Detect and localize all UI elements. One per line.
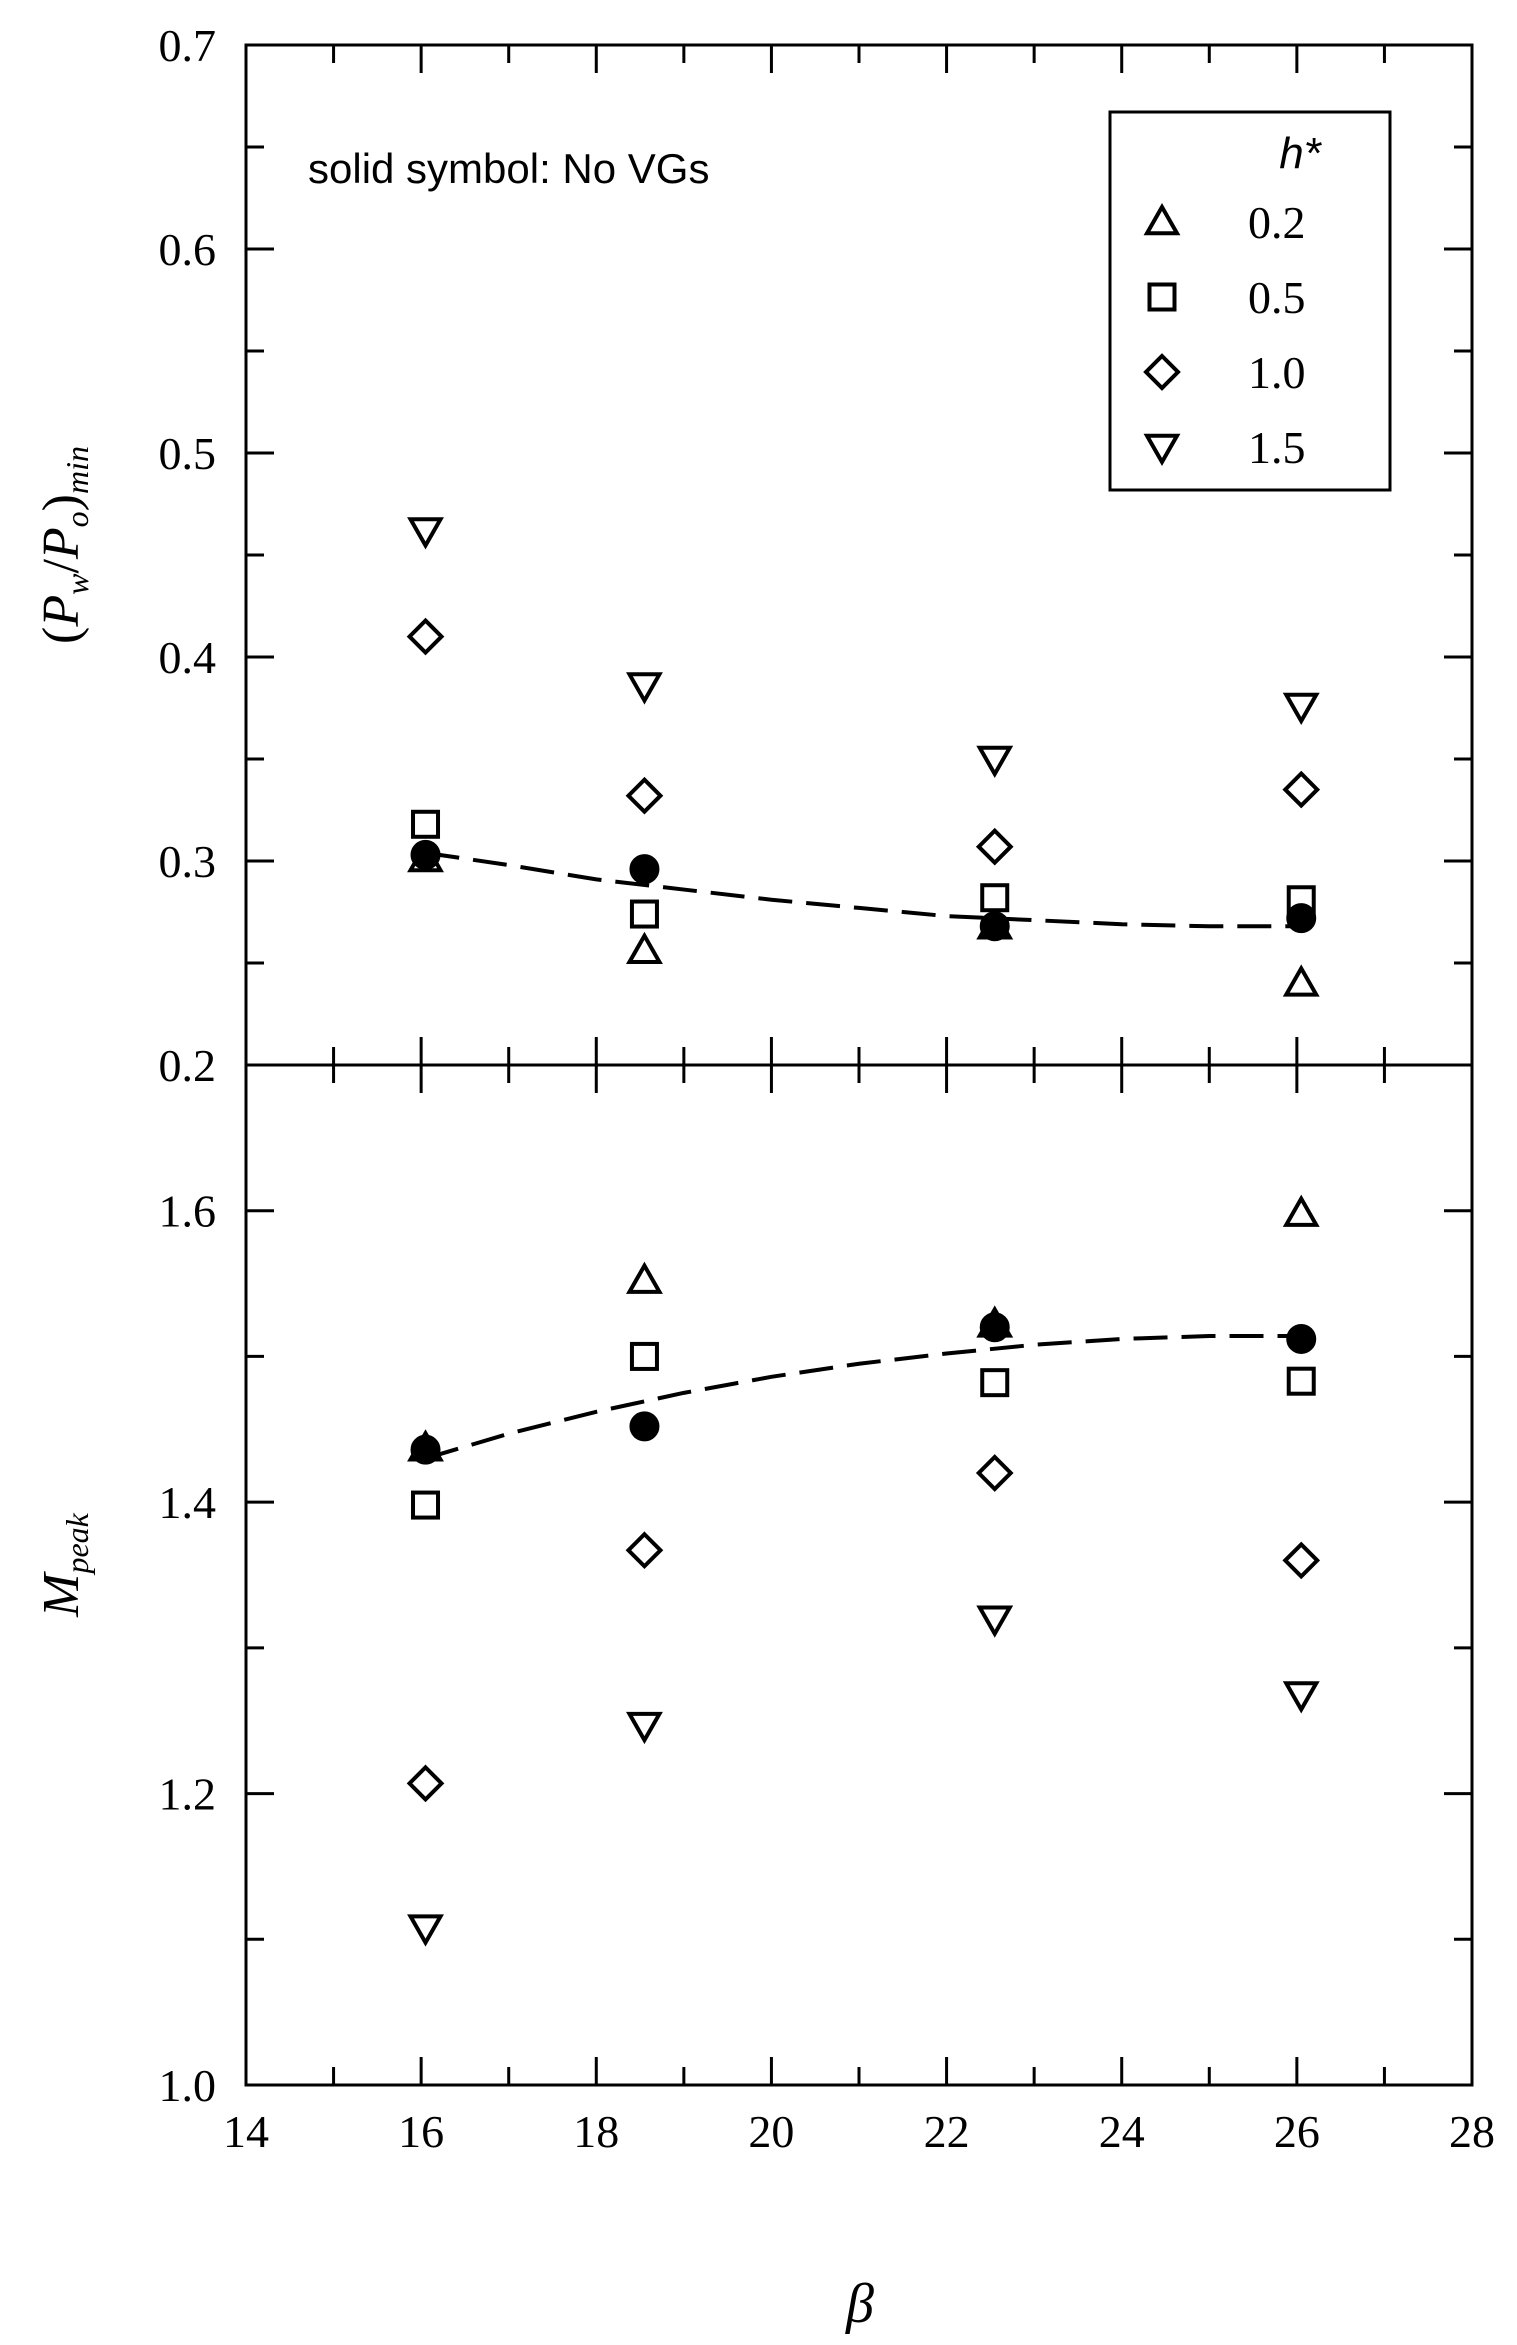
bottom-ytick-label: 1.4 <box>159 1477 217 1528</box>
xtick-label: 24 <box>1099 2106 1145 2157</box>
top-point-h0_2 <box>626 931 663 965</box>
bottom-point-h1_5 <box>1282 1681 1320 1714</box>
top-ylabel: (Pw/Po)min <box>33 446 95 644</box>
bottom-point-no-vg <box>410 1434 441 1465</box>
ylabel-close: ) <box>33 494 90 511</box>
legend-entries: 0.2 0.5 1.0 1.5 <box>1143 197 1306 473</box>
bottom-point-h0_5 <box>1286 1366 1316 1396</box>
legend-label-0_5: 0.5 <box>1248 272 1306 323</box>
bottom-point-no-vg <box>979 1312 1010 1343</box>
ylabel-m: M <box>33 1571 90 1618</box>
xtick-label: 20 <box>748 2106 794 2157</box>
top-point-h0_5 <box>411 809 441 839</box>
legend-marker-0_2 <box>1143 202 1181 236</box>
ylabel-sub: min <box>59 446 95 494</box>
bottom-point-h1_5 <box>626 1711 663 1745</box>
ylabel-slash: / <box>33 559 90 574</box>
bottom-ytick-label: 1.2 <box>159 1769 217 1820</box>
top-point-no-vg <box>410 839 441 870</box>
bottom-ytick-label: 1.6 <box>159 1186 217 1237</box>
bottom-point-h0_2 <box>626 1261 663 1294</box>
top-point-h1_0 <box>406 617 445 656</box>
xtick-label: 22 <box>924 2106 970 2157</box>
bottom-point-h1_0 <box>625 1531 664 1570</box>
bottom-fit-curve <box>424 1334 1302 1461</box>
bottom-point-h0_5 <box>629 1341 659 1371</box>
annotation-text: solid symbol: No VGs <box>308 145 709 192</box>
legend: h* 0.2 0.5 1.0 1.5 <box>1108 110 1392 492</box>
ylabel-p1: P <box>33 595 90 628</box>
legend-marker-0_5 <box>1147 282 1177 312</box>
top-ytick-label: 0.4 <box>159 632 217 683</box>
xtick-label: 14 <box>223 2106 269 2157</box>
xtick-label: 28 <box>1449 2106 1495 2157</box>
bottom-point-h1_0 <box>1282 1541 1321 1580</box>
bottom-point-h1_0 <box>975 1454 1014 1492</box>
top-point-h1_5 <box>1282 692 1320 725</box>
legend-marker-1_5 <box>1143 433 1181 467</box>
legend-label-0_2: 0.2 <box>1248 197 1306 248</box>
ylabel-p2: P <box>33 527 90 560</box>
top-point-h0_5 <box>980 883 1010 913</box>
ylabel-s1: w <box>59 573 95 595</box>
xtick-label: 26 <box>1274 2106 1320 2157</box>
bottom-point-h0_5 <box>980 1368 1010 1398</box>
top-point-no-vg <box>1286 903 1317 934</box>
top-point-h1_0 <box>975 827 1014 866</box>
legend-title: h* <box>1279 129 1322 178</box>
ylabel-peak: peak <box>59 1512 95 1575</box>
bottom-point-h1_5 <box>976 1605 1014 1638</box>
x-axis-label: β <box>845 2273 874 2335</box>
ylabel-open: ( <box>33 627 90 644</box>
top-point-h1_0 <box>1282 770 1321 809</box>
top-ytick-label: 0.3 <box>159 836 217 887</box>
top-ytick-label: 0.5 <box>159 428 217 479</box>
bottom-point-h1_5 <box>407 1914 444 1947</box>
top-point-h1_0 <box>625 776 664 815</box>
bottom-point-no-vg <box>1286 1323 1317 1354</box>
top-point-no-vg <box>979 911 1010 942</box>
xtick-label: 16 <box>398 2106 444 2157</box>
bottom-point-no-vg <box>629 1411 660 1442</box>
top-ytick-label: 0.7 <box>159 20 217 71</box>
legend-label-1_5: 1.5 <box>1248 422 1306 473</box>
top-point-h1_5 <box>976 745 1014 779</box>
top-ytick-label: 0.6 <box>159 224 217 275</box>
bottom-ylabel: Mpeak <box>33 1512 95 1618</box>
bottom-point-h1_0 <box>406 1764 445 1803</box>
top-point-h1_5 <box>626 672 663 705</box>
top-ytick-label: 0.2 <box>159 1040 217 1091</box>
ylabel-s2: o <box>59 511 95 527</box>
bottom-panel: 1.0 1.2 1.4 1.6 14 16 18 20 22 24 26 28 <box>159 1063 1495 2157</box>
legend-marker-1_0 <box>1143 353 1181 391</box>
top-fit-curve <box>425 850 1302 929</box>
bottom-point-h0_5 <box>411 1490 441 1520</box>
top-point-h0_2 <box>1282 964 1320 997</box>
bottom-point-h0_2 <box>1282 1194 1320 1227</box>
bottom-ytick-label: 1.0 <box>159 2060 217 2111</box>
top-point-h0_5 <box>629 899 659 929</box>
top-point-h1_5 <box>407 517 444 550</box>
top-point-no-vg <box>629 854 660 885</box>
xtick-label: 18 <box>573 2106 619 2157</box>
legend-label-1_0: 1.0 <box>1248 347 1306 398</box>
